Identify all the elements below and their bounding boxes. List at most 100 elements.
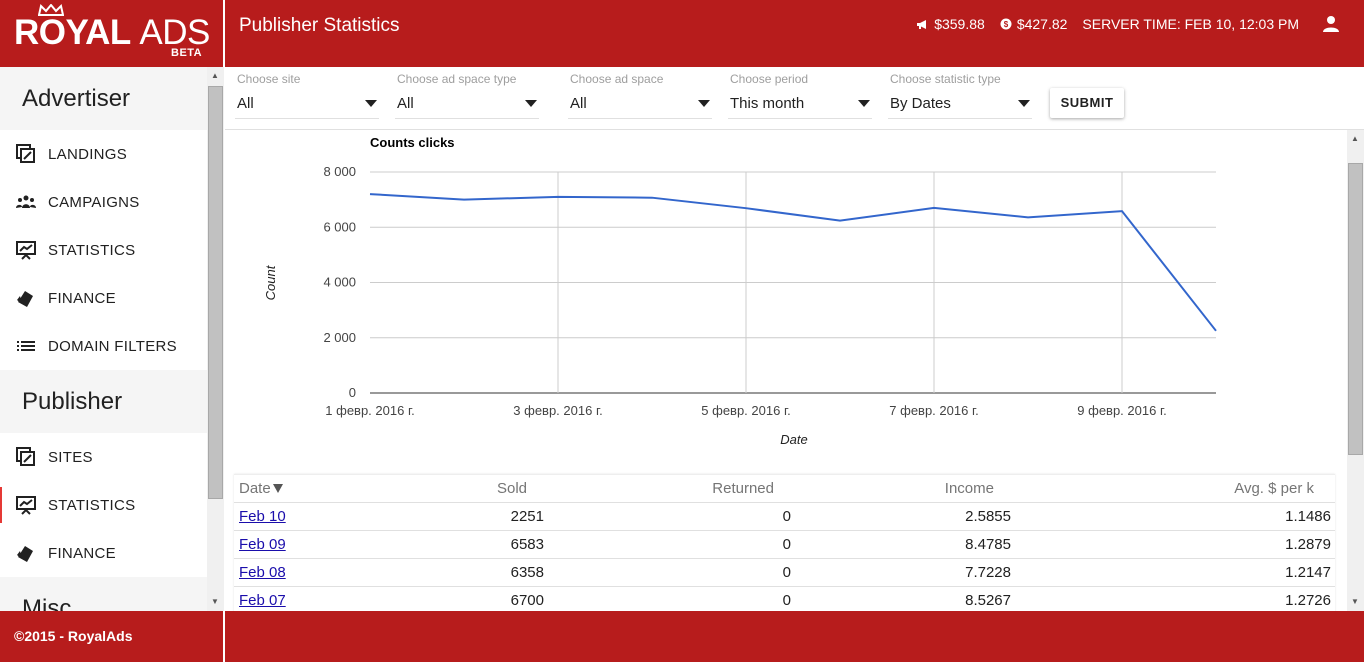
submit-button[interactable]: SUBMIT — [1050, 88, 1124, 118]
scroll-up-arrow-icon[interactable]: ▲ — [211, 71, 219, 80]
ad-space-select[interactable]: Choose ad space All — [568, 72, 712, 119]
scroll-up-arrow-icon[interactable]: ▲ — [1351, 134, 1359, 143]
user-account-icon[interactable] — [1322, 15, 1340, 33]
cell-avg: 1.2147 — [1285, 564, 1331, 581]
sidebar-item-advertiser-statistics[interactable]: STATISTICS — [0, 226, 207, 274]
scroll-down-arrow-icon[interactable]: ▼ — [1351, 597, 1359, 606]
x-tick-label: 5 февр. 2016 г. — [701, 403, 790, 418]
landings-icon — [16, 144, 36, 164]
date-link[interactable]: Feb 08 — [239, 564, 286, 581]
footer-bar — [225, 611, 1364, 662]
sidebar-item-landings[interactable]: LANDINGS — [0, 130, 207, 178]
main-content: Counts clicks 0 2 000 4 000 6 000 8 000 1 фе… — [225, 130, 1347, 611]
cell-date[interactable]: Feb 10 — [234, 508, 384, 525]
cell-avg: 1.2726 — [1285, 592, 1331, 609]
footer-copyright: ©2015 - RoyalAds — [0, 611, 223, 662]
cell-sold: 6700 — [510, 592, 544, 609]
sidebar-item-campaigns[interactable]: CAMPAIGNS — [0, 178, 207, 226]
sidebar: Advertiser LANDINGS CAMPAIGNS STATISTICS… — [0, 67, 207, 611]
cell-sold: 2251 — [510, 508, 544, 525]
series-line-clicks[interactable] — [369, 193, 1217, 332]
data-point[interactable] — [743, 205, 749, 211]
scroll-down-arrow-icon[interactable]: ▼ — [211, 597, 219, 606]
cell-income: 8.4785 — [965, 536, 1011, 553]
logo-text: ROYAL ADS — [14, 13, 210, 52]
data-point[interactable] — [1213, 328, 1219, 334]
sidebar-section-misc: Misc — [0, 577, 207, 611]
cell-date[interactable]: Feb 08 — [234, 564, 384, 581]
sidebar-scrollbar[interactable]: ▲ ▼ — [207, 67, 224, 611]
table-row: Feb 10 2251 0 2.5855 1.1486 — [234, 503, 1335, 531]
statistic-type-select[interactable]: Choose statistic type By Dates — [888, 72, 1032, 119]
column-header-date[interactable]: Date — [234, 480, 384, 497]
server-time: SERVER TIME: FEB 10, 12:03 PM — [1082, 16, 1299, 32]
main-scrollbar[interactable]: ▲ ▼ — [1347, 130, 1364, 611]
y-tick-label: 2 000 — [323, 330, 356, 345]
sidebar-section-advertiser: Advertiser — [0, 67, 207, 130]
sidebar-item-sites[interactable]: SITES — [0, 433, 207, 481]
svg-text:$: $ — [1004, 20, 1009, 29]
y-tick-label: 8 000 — [323, 164, 356, 179]
clicks-chart: Counts clicks 0 2 000 4 000 6 000 8 000 1 фе… — [225, 130, 1347, 470]
x-tick-label: 9 февр. 2016 г. — [1077, 403, 1166, 418]
filter-bar: Choose site All Choose ad space type All… — [225, 67, 1364, 130]
site-select[interactable]: Choose site All — [235, 72, 379, 119]
dropdown-caret-icon — [858, 100, 870, 107]
publisher-balance[interactable]: $ $427.82 — [1000, 16, 1067, 32]
data-point[interactable] — [555, 194, 561, 200]
sidebar-item-publisher-finance[interactable]: FINANCE — [0, 529, 207, 577]
beta-badge: BETA — [171, 47, 203, 59]
data-point[interactable] — [461, 197, 467, 203]
column-header-returned[interactable]: Returned — [712, 480, 774, 497]
list-icon — [16, 336, 36, 356]
sidebar-section-publisher: Publisher — [0, 370, 207, 433]
data-point[interactable] — [837, 218, 843, 224]
wallet-icon — [16, 288, 36, 308]
date-link[interactable]: Feb 09 — [239, 536, 286, 553]
sites-icon — [16, 447, 36, 467]
cell-date[interactable]: Feb 07 — [234, 592, 384, 609]
coin-icon: $ — [1000, 18, 1012, 30]
y-tick-label: 4 000 — [323, 275, 356, 290]
cell-date[interactable]: Feb 09 — [234, 536, 384, 553]
cell-income: 7.7228 — [965, 564, 1011, 581]
brand-logo[interactable]: ROYAL ADS BETA — [0, 0, 223, 67]
dropdown-caret-icon — [525, 100, 537, 107]
sidebar-scroll-thumb[interactable] — [208, 86, 223, 499]
data-point[interactable] — [1025, 214, 1031, 220]
data-point[interactable] — [1119, 208, 1125, 214]
sidebar-item-advertiser-finance[interactable]: FINANCE — [0, 274, 207, 322]
data-point[interactable] — [367, 191, 373, 197]
date-link[interactable]: Feb 10 — [239, 508, 286, 525]
data-point[interactable] — [931, 205, 937, 211]
chart-title: Counts clicks — [370, 135, 455, 150]
dropdown-caret-icon — [698, 100, 710, 107]
presentation-chart-icon — [16, 240, 36, 260]
line-chart-svg: Counts clicks 0 2 000 4 000 6 000 8 000 1 фе… — [263, 135, 1219, 447]
column-header-income[interactable]: Income — [944, 480, 994, 497]
top-bar: Publisher Statistics $359.88 $ $427.82 S… — [225, 0, 1364, 67]
page-title: Publisher Statistics — [239, 15, 400, 36]
x-tick-label: 1 февр. 2016 г. — [325, 403, 414, 418]
period-select[interactable]: Choose period This month — [728, 72, 872, 119]
sidebar-item-domain-filters[interactable]: DOMAIN FILTERS — [0, 322, 207, 370]
data-point[interactable] — [649, 195, 655, 201]
cell-returned: 0 — [782, 592, 791, 609]
cell-income: 2.5855 — [965, 508, 1011, 525]
column-header-avg[interactable]: Avg. $ per k — [1234, 480, 1314, 497]
cell-avg: 1.2879 — [1285, 536, 1331, 553]
cell-returned: 0 — [782, 508, 791, 525]
x-tick-label: 3 февр. 2016 г. — [513, 403, 602, 418]
column-header-sold[interactable]: Sold — [496, 480, 527, 497]
cell-income: 8.5267 — [965, 592, 1011, 609]
advertiser-balance[interactable]: $359.88 — [916, 16, 985, 32]
main-scroll-thumb[interactable] — [1348, 163, 1363, 455]
megaphone-icon — [917, 19, 927, 29]
wallet-icon — [16, 543, 36, 563]
y-tick-label: 6 000 — [323, 219, 356, 234]
sidebar-item-publisher-statistics[interactable]: STATISTICS — [0, 481, 207, 529]
date-link[interactable]: Feb 07 — [239, 592, 286, 609]
cell-sold: 6583 — [510, 536, 544, 553]
ad-space-type-select[interactable]: Choose ad space type All — [395, 72, 539, 119]
y-tick-label: 0 — [349, 385, 356, 400]
